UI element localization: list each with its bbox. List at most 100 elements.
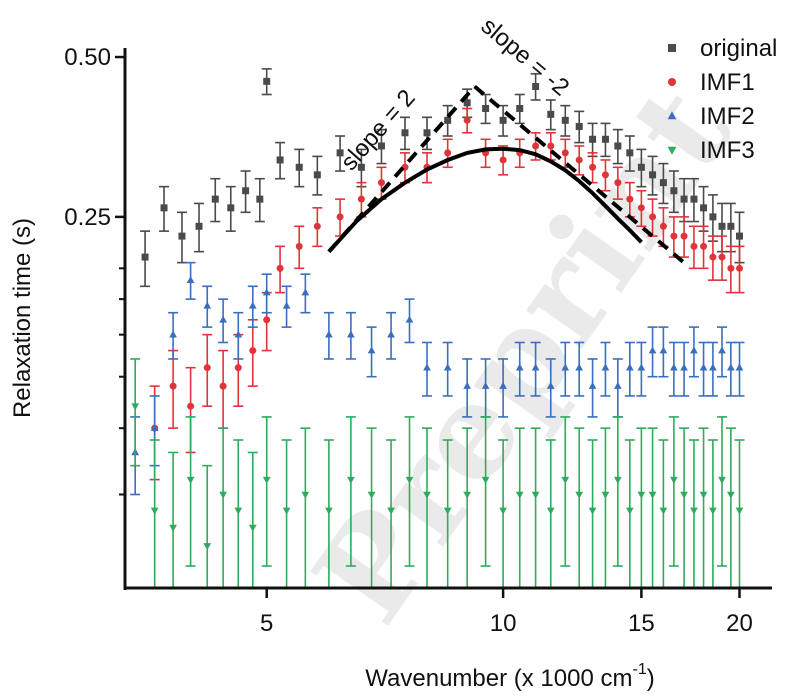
legend-label: IMF2 bbox=[700, 103, 755, 130]
data-point bbox=[242, 187, 250, 195]
data-point bbox=[659, 346, 668, 354]
data-point bbox=[295, 242, 303, 250]
data-point bbox=[499, 116, 507, 124]
data-point bbox=[463, 381, 472, 389]
data-point bbox=[357, 195, 365, 203]
data-point bbox=[561, 149, 569, 157]
data-point bbox=[589, 135, 597, 143]
data-point bbox=[735, 264, 743, 272]
data-point bbox=[575, 491, 584, 499]
data-point bbox=[670, 187, 678, 195]
data-point bbox=[588, 381, 597, 389]
data-point bbox=[463, 116, 471, 124]
data-point bbox=[626, 195, 634, 203]
data-point bbox=[377, 179, 385, 187]
data-point bbox=[178, 232, 186, 240]
x-axis-label: Wavenumber (x 1000 cm-1) bbox=[365, 661, 654, 692]
data-point bbox=[377, 142, 385, 150]
data-point bbox=[626, 149, 634, 157]
data-point bbox=[301, 288, 310, 296]
y-axis-label: Relaxation time (s) bbox=[9, 218, 36, 418]
data-point bbox=[336, 213, 344, 221]
data-point bbox=[700, 204, 708, 212]
data-point bbox=[648, 491, 657, 499]
data-point bbox=[718, 253, 726, 261]
axes bbox=[123, 48, 772, 590]
data-point bbox=[709, 507, 717, 515]
data-point bbox=[169, 382, 177, 390]
data-point bbox=[423, 491, 431, 499]
data-point bbox=[601, 171, 609, 179]
data-point bbox=[276, 156, 284, 164]
series-original bbox=[140, 68, 745, 288]
data-point bbox=[547, 142, 555, 150]
data-point bbox=[561, 116, 569, 124]
data-point bbox=[169, 330, 177, 338]
data-point bbox=[234, 507, 243, 515]
legend-marker bbox=[668, 78, 676, 86]
data-point bbox=[561, 363, 570, 371]
data-point bbox=[709, 213, 717, 221]
data-point bbox=[295, 163, 303, 171]
data-point bbox=[648, 346, 657, 354]
data-point bbox=[187, 402, 195, 410]
data-point bbox=[313, 171, 321, 179]
data-point bbox=[699, 491, 708, 499]
legend-label: IMF3 bbox=[700, 137, 755, 164]
data-point bbox=[690, 346, 698, 354]
data-point bbox=[131, 403, 140, 411]
slope-line bbox=[327, 85, 477, 253]
data-point bbox=[219, 315, 227, 323]
data-point bbox=[499, 156, 507, 164]
data-point bbox=[248, 301, 257, 309]
data-point bbox=[637, 363, 646, 371]
data-point bbox=[263, 77, 271, 85]
data-point bbox=[575, 122, 583, 130]
data-point bbox=[601, 135, 609, 143]
data-point bbox=[532, 83, 540, 91]
data-point bbox=[637, 163, 645, 171]
x-tick-label: 20 bbox=[726, 610, 753, 637]
legend-marker bbox=[668, 44, 676, 52]
data-point bbox=[203, 364, 211, 372]
data-point bbox=[262, 288, 271, 296]
data-point bbox=[150, 507, 159, 515]
data-point bbox=[614, 381, 622, 389]
data-point bbox=[601, 491, 610, 499]
data-point bbox=[234, 364, 242, 372]
data-point bbox=[680, 195, 688, 203]
data-point bbox=[234, 330, 243, 338]
legend-label: IMF1 bbox=[700, 69, 755, 96]
data-point bbox=[481, 381, 490, 389]
data-point bbox=[709, 363, 717, 371]
data-point bbox=[482, 104, 490, 112]
y-tick-label: 0.25 bbox=[64, 204, 111, 231]
data-point bbox=[614, 142, 622, 150]
data-point bbox=[387, 330, 395, 338]
data-point bbox=[195, 222, 203, 230]
data-point bbox=[588, 507, 597, 515]
data-point bbox=[515, 491, 524, 499]
data-point bbox=[531, 491, 540, 499]
data-point bbox=[699, 363, 708, 371]
data-point bbox=[387, 507, 395, 515]
data-point bbox=[659, 507, 668, 515]
data-point bbox=[499, 381, 507, 389]
fit-curve bbox=[327, 146, 643, 254]
data-point bbox=[248, 524, 257, 532]
data-point bbox=[423, 363, 431, 371]
data-point bbox=[680, 491, 688, 499]
data-point bbox=[249, 347, 257, 355]
data-point bbox=[263, 316, 271, 324]
data-point bbox=[718, 222, 726, 230]
data-point bbox=[443, 507, 452, 515]
data-point bbox=[515, 363, 524, 371]
data-point bbox=[709, 253, 717, 261]
data-point bbox=[367, 346, 376, 354]
data-point bbox=[690, 507, 698, 515]
data-point bbox=[727, 363, 735, 371]
legend-marker bbox=[667, 146, 677, 155]
data-point bbox=[282, 507, 291, 515]
data-point bbox=[276, 264, 284, 272]
legend-marker bbox=[667, 111, 677, 120]
